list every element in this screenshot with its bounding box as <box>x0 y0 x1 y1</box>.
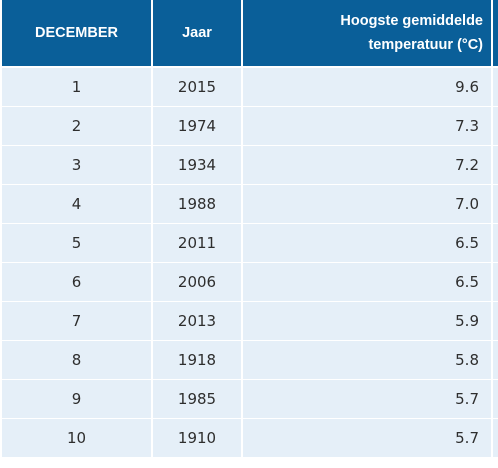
year-cell: 1988 <box>153 185 241 223</box>
temperature-cell: 9.6 <box>243 68 491 106</box>
edge-cell <box>493 380 498 418</box>
year-cell: 1934 <box>153 146 241 184</box>
year-cell: 2006 <box>153 263 241 301</box>
edge-cell <box>493 107 498 145</box>
table-row: 4 1988 7.0 <box>0 185 498 223</box>
table-row: 9 1985 5.7 <box>0 380 498 418</box>
rank-cell: 1 <box>2 68 151 106</box>
year-cell: 1918 <box>153 341 241 379</box>
edge-cell <box>493 185 498 223</box>
edge-cell <box>493 302 498 340</box>
edge-cell <box>493 224 498 262</box>
temperature-cell: 7.3 <box>243 107 491 145</box>
rank-cell: 10 <box>2 419 151 457</box>
rank-cell: 6 <box>2 263 151 301</box>
temperature-cell: 7.2 <box>243 146 491 184</box>
header-edge-cell <box>493 0 498 66</box>
year-cell: 2013 <box>153 302 241 340</box>
edge-cell <box>493 68 498 106</box>
year-cell: 1974 <box>153 107 241 145</box>
temperature-cell: 5.7 <box>243 380 491 418</box>
rank-cell: 4 <box>2 185 151 223</box>
temperature-cell: 5.7 <box>243 419 491 457</box>
rank-cell: 9 <box>2 380 151 418</box>
table-row: 8 1918 5.8 <box>0 341 498 379</box>
edge-cell <box>493 341 498 379</box>
year-cell: 2011 <box>153 224 241 262</box>
temperature-cell: 5.9 <box>243 302 491 340</box>
header-year: Jaar <box>153 0 241 66</box>
edge-cell <box>493 263 498 301</box>
header-temperature-line1: Hoogste gemiddelde <box>340 13 483 29</box>
table-row: 3 1934 7.2 <box>0 146 498 184</box>
temperature-cell: 6.5 <box>243 263 491 301</box>
year-cell: 2015 <box>153 68 241 106</box>
table-header-row: DECEMBER Jaar Hoogste gemiddelde tempera… <box>0 0 498 66</box>
rank-cell: 7 <box>2 302 151 340</box>
table-row: 6 2006 6.5 <box>0 263 498 301</box>
table-row: 10 1910 5.7 <box>0 419 498 457</box>
temperature-cell: 6.5 <box>243 224 491 262</box>
year-cell: 1910 <box>153 419 241 457</box>
header-temperature: Hoogste gemiddelde temperatuur (°C) <box>243 0 491 66</box>
edge-cell <box>493 419 498 457</box>
table-row: 7 2013 5.9 <box>0 302 498 340</box>
rank-cell: 5 <box>2 224 151 262</box>
table-row: 2 1974 7.3 <box>0 107 498 145</box>
table-row: 5 2011 6.5 <box>0 224 498 262</box>
temperature-cell: 5.8 <box>243 341 491 379</box>
header-temperature-line2: temperatuur (°C) <box>368 37 483 53</box>
rank-cell: 2 <box>2 107 151 145</box>
edge-cell <box>493 146 498 184</box>
year-cell: 1985 <box>153 380 241 418</box>
rank-cell: 3 <box>2 146 151 184</box>
rank-cell: 8 <box>2 341 151 379</box>
temperature-cell: 7.0 <box>243 185 491 223</box>
header-december: DECEMBER <box>2 0 151 66</box>
temperature-table: DECEMBER Jaar Hoogste gemiddelde tempera… <box>0 0 498 457</box>
table-row: 1 2015 9.6 <box>0 68 498 106</box>
